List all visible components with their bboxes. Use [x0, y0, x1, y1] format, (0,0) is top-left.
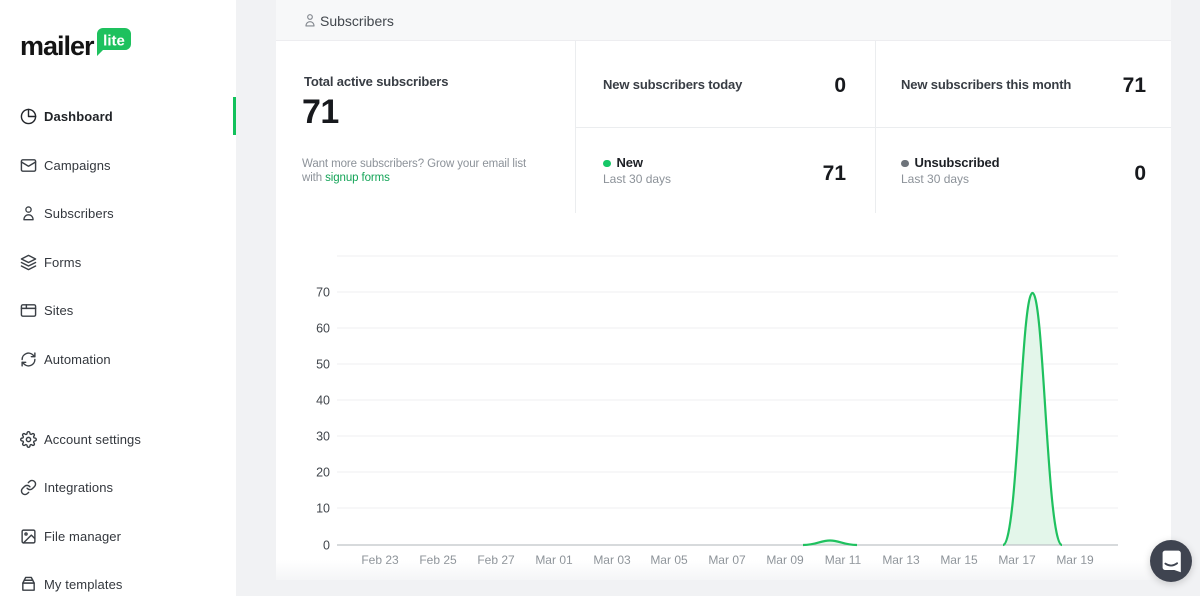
- svg-text:mailer: mailer: [20, 31, 95, 61]
- svg-text:40: 40: [316, 394, 330, 408]
- svg-text:0: 0: [323, 539, 330, 553]
- svg-text:lite: lite: [103, 33, 125, 50]
- svg-text:70: 70: [316, 286, 330, 300]
- svg-text:30: 30: [316, 430, 330, 444]
- svg-text:10: 10: [316, 502, 330, 516]
- svg-text:20: 20: [316, 466, 330, 480]
- svg-text:50: 50: [316, 358, 330, 372]
- svg-text:60: 60: [316, 322, 330, 336]
